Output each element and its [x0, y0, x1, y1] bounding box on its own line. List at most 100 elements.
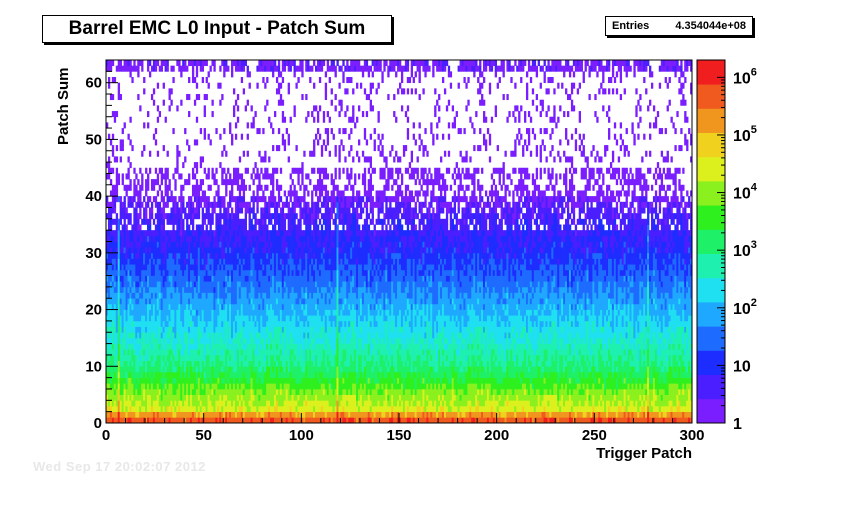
- heatmap-cell: [260, 366, 263, 373]
- heatmap-cell: [117, 252, 121, 259]
- heatmap-cell: [203, 235, 206, 242]
- heatmap-cell: [240, 417, 244, 424]
- heatmap-cell: [170, 65, 173, 72]
- heatmap-cell: [313, 213, 316, 220]
- heatmap-cell: [236, 264, 240, 271]
- heatmap-cell: [320, 213, 324, 220]
- heatmap-cell: [115, 224, 119, 231]
- heatmap-cell: [232, 286, 236, 293]
- heatmap-cell: [268, 275, 271, 282]
- heatmap-cell: [248, 394, 251, 401]
- heatmap-cell: [279, 247, 283, 254]
- heatmap-cell: [186, 286, 189, 293]
- heatmap-cell: [252, 354, 255, 361]
- heatmap-cell: [125, 417, 128, 424]
- heatmap-cell: [147, 252, 150, 259]
- heatmap-cell: [279, 224, 283, 231]
- heatmap-cell: [320, 258, 324, 265]
- heatmap-cell: [207, 320, 210, 327]
- heatmap-cell: [303, 315, 306, 322]
- heatmap-cell: [201, 77, 205, 84]
- heatmap-cell: [229, 122, 232, 129]
- heatmap-cell: [160, 207, 163, 214]
- heatmap-cell: [201, 326, 205, 333]
- heatmap-cell: [182, 230, 185, 237]
- heatmap-cell: [311, 241, 314, 248]
- heatmap-cell: [170, 326, 173, 333]
- heatmap-cell: [166, 349, 169, 356]
- heatmap-cell: [299, 247, 302, 254]
- heatmap-cell: [252, 201, 255, 208]
- heatmap-cell: [150, 298, 154, 305]
- heatmap-cell: [143, 230, 146, 237]
- heatmap-cell: [115, 326, 119, 333]
- heatmap-cell: [246, 377, 249, 384]
- heatmap-cell: [231, 405, 234, 412]
- heatmap-cell: [316, 371, 320, 378]
- heatmap-cell: [191, 337, 195, 344]
- heatmap-cell: [268, 411, 271, 418]
- heatmap-cell: [193, 360, 197, 367]
- heatmap-cell: [106, 360, 109, 367]
- heatmap-cell: [203, 286, 206, 293]
- heatmap-cell: [268, 400, 271, 407]
- heatmap-cell: [131, 320, 134, 327]
- heatmap-cell: [117, 349, 121, 356]
- heatmap-cell: [215, 275, 218, 282]
- heatmap-cell: [236, 201, 240, 208]
- heatmap-cell: [182, 65, 185, 72]
- heatmap-cell: [264, 201, 267, 208]
- heatmap-cell: [156, 213, 160, 220]
- heatmap-cell: [115, 315, 119, 322]
- heatmap-cell: [211, 281, 214, 288]
- heatmap-cell: [186, 332, 189, 339]
- heatmap-cell: [283, 247, 287, 254]
- heatmap-cell: [236, 269, 240, 276]
- heatmap-cell: [123, 315, 126, 322]
- heatmap-cell: [182, 218, 185, 225]
- heatmap-cell: [291, 167, 294, 174]
- heatmap-cell: [125, 184, 128, 191]
- heatmap-cell: [197, 303, 201, 310]
- heatmap-cell: [197, 247, 201, 254]
- heatmap-cell: [111, 354, 115, 361]
- heatmap-cell: [322, 349, 326, 356]
- heatmap-cell: [117, 326, 121, 333]
- heatmap-cell: [137, 275, 140, 282]
- heatmap-cell: [320, 167, 324, 174]
- heatmap-cell: [248, 281, 251, 288]
- heatmap-cell: [164, 303, 167, 310]
- heatmap-cell: [129, 349, 132, 356]
- heatmap-cell: [129, 309, 132, 316]
- heatmap-cell: [158, 371, 162, 378]
- heatmap-cell: [199, 366, 203, 373]
- heatmap-cell: [156, 258, 160, 265]
- heatmap-cell: [109, 411, 113, 418]
- heatmap-cell: [313, 201, 316, 208]
- heatmap-cell: [244, 394, 247, 401]
- heatmap-cell: [215, 241, 218, 248]
- heatmap-cell: [121, 349, 124, 356]
- heatmap-cell: [268, 281, 271, 288]
- heatmap-cell: [150, 411, 154, 418]
- heatmap-cell: [221, 349, 224, 356]
- heatmap-cell: [141, 366, 144, 373]
- heatmap-cell: [293, 309, 296, 316]
- heatmap-cell: [277, 196, 281, 203]
- heatmap-cell: [303, 383, 306, 390]
- heatmap-cell: [313, 218, 316, 225]
- heatmap-cell: [291, 269, 294, 276]
- heatmap-cell: [178, 360, 181, 367]
- heatmap-cell: [264, 405, 267, 412]
- heatmap-cell: [197, 309, 201, 316]
- heatmap-cell: [301, 320, 304, 327]
- heatmap-cell: [260, 235, 263, 242]
- heatmap-cell: [133, 292, 136, 299]
- heatmap-cell: [133, 343, 136, 350]
- heatmap-cell: [174, 394, 177, 401]
- heatmap-cell: [293, 332, 296, 339]
- heatmap-cell: [133, 394, 136, 401]
- heatmap-cell: [125, 173, 128, 180]
- heatmap-cell: [189, 241, 193, 248]
- heatmap-cell: [148, 213, 152, 220]
